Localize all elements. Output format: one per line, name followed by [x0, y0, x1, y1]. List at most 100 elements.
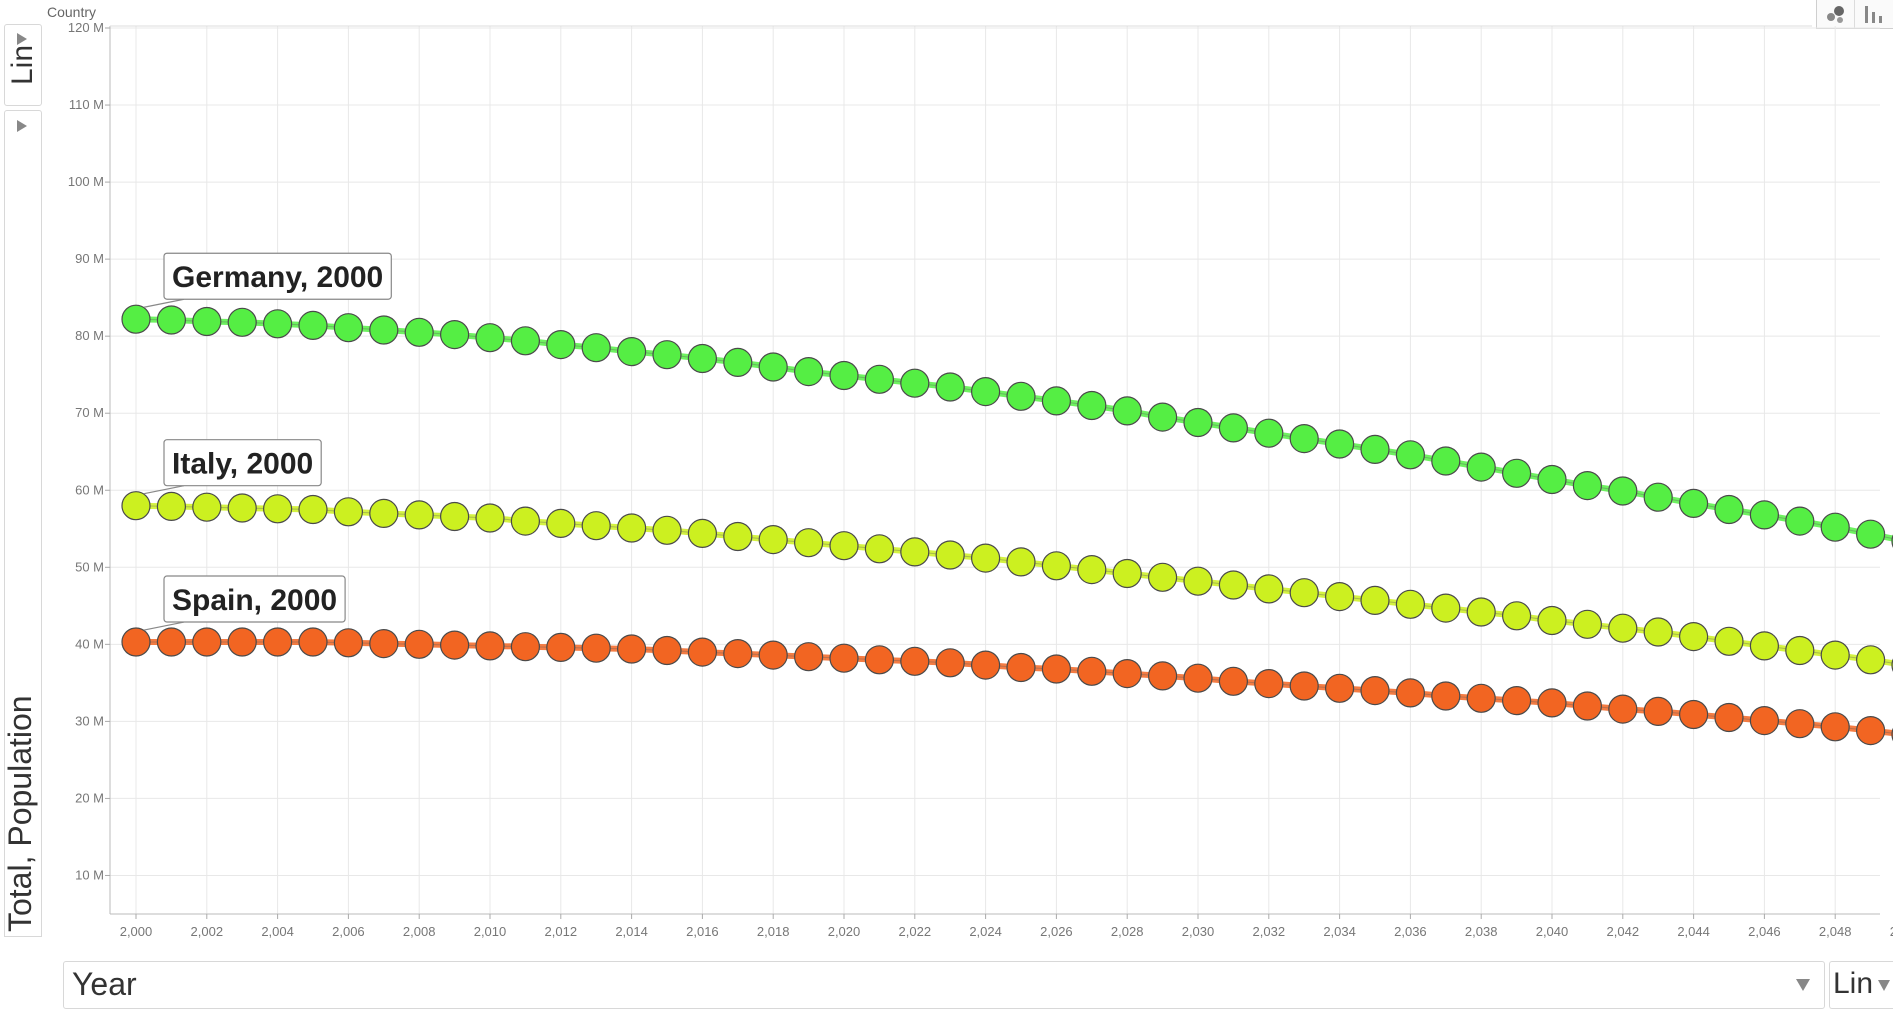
bubble-spain-2020[interactable] — [829, 643, 859, 673]
bubble-spain-2037[interactable] — [1431, 681, 1461, 711]
bubble-italy-2024[interactable] — [970, 543, 1001, 573]
bubble-germany-2003[interactable] — [227, 307, 257, 337]
bubble-spain-2024[interactable] — [970, 650, 1001, 680]
bubble-italy-2022[interactable] — [900, 537, 930, 567]
bubble-germany-2011[interactable] — [510, 326, 541, 356]
bubble-italy-2038[interactable] — [1466, 597, 1496, 627]
bar-view-button[interactable] — [1855, 0, 1892, 28]
bubble-italy-2018[interactable] — [758, 524, 788, 555]
bubble-spain-2048[interactable] — [1820, 712, 1850, 742]
y-scale-selector[interactable]: Lin — [4, 24, 42, 106]
bubble-spain-2026[interactable] — [1041, 654, 1072, 684]
bubble-spain-2039[interactable] — [1501, 685, 1532, 716]
bubble-spain-2007[interactable] — [369, 628, 399, 659]
bubble-italy-2036[interactable] — [1395, 589, 1426, 619]
bubble-germany-2029[interactable] — [1147, 402, 1178, 432]
bubble-spain-2004[interactable] — [263, 627, 293, 657]
bubble-germany-2022[interactable] — [900, 368, 930, 398]
bubble-germany-2047[interactable] — [1785, 506, 1815, 536]
bubble-germany-2013[interactable] — [581, 333, 611, 363]
bubble-germany-2004[interactable] — [263, 309, 293, 339]
bubble-italy-2027[interactable] — [1077, 554, 1107, 585]
bubble-germany-2046[interactable] — [1749, 500, 1780, 530]
bubble-italy-2015[interactable] — [652, 515, 682, 545]
bubble-italy-2012[interactable] — [546, 508, 576, 539]
bubble-spain-2032[interactable] — [1254, 668, 1284, 699]
bubble-italy-2049[interactable] — [1855, 645, 1886, 675]
bubble-italy-2003[interactable] — [227, 493, 257, 523]
bubble-italy-2042[interactable] — [1608, 613, 1638, 643]
bubble-italy-2048[interactable] — [1820, 640, 1850, 670]
bubble-italy-2044[interactable] — [1678, 621, 1709, 652]
bubble-italy-2008[interactable] — [404, 500, 434, 530]
bubble-germany-2045[interactable] — [1714, 494, 1744, 525]
bubble-spain-2010[interactable] — [475, 631, 505, 661]
bubble-spain-2000[interactable] — [121, 627, 151, 657]
bubble-germany-2048[interactable] — [1820, 512, 1850, 542]
bubble-spain-2027[interactable] — [1077, 656, 1107, 686]
bubble-spain-2042[interactable] — [1608, 694, 1638, 724]
bubble-spain-2008[interactable] — [404, 629, 434, 659]
bubble-germany-2015[interactable] — [652, 340, 682, 370]
bubble-germany-2017[interactable] — [723, 347, 753, 377]
bubble-spain-2041[interactable] — [1572, 691, 1603, 721]
bubble-italy-2001[interactable] — [156, 491, 186, 521]
bubble-germany-2012[interactable] — [546, 330, 576, 360]
bubble-spain-2030[interactable] — [1183, 663, 1213, 693]
annotation-italy[interactable]: Italy, 2000 — [143, 439, 322, 495]
bubble-italy-2016[interactable] — [687, 518, 718, 549]
bubble-germany-2027[interactable] — [1077, 390, 1107, 421]
bubble-germany-2009[interactable] — [440, 320, 470, 350]
bubble-germany-2023[interactable] — [935, 372, 965, 402]
bubble-spain-2046[interactable] — [1749, 705, 1780, 736]
bubble-germany-2041[interactable] — [1572, 471, 1603, 501]
bubble-germany-2039[interactable] — [1501, 458, 1532, 488]
bubble-spain-2014[interactable] — [616, 634, 647, 664]
bubble-germany-2000[interactable] — [121, 304, 151, 334]
bubble-spain-2003[interactable] — [227, 627, 257, 657]
bubble-germany-2031[interactable] — [1218, 413, 1249, 443]
bubble-spain-2033[interactable] — [1289, 671, 1319, 701]
y-indicator-expand-button[interactable] — [4, 110, 42, 141]
bubble-spain-2028[interactable] — [1112, 658, 1142, 689]
bubble-spain-2013[interactable] — [581, 633, 611, 663]
bubble-germany-2042[interactable] — [1608, 476, 1638, 506]
bubble-italy-2043[interactable] — [1643, 617, 1673, 647]
bubble-italy-2020[interactable] — [829, 531, 859, 561]
bubble-germany-2037[interactable] — [1431, 446, 1461, 476]
bubble-germany-2035[interactable] — [1360, 434, 1390, 464]
bubble-spain-2021[interactable] — [864, 645, 895, 675]
bubble-spain-2034[interactable] — [1324, 673, 1355, 703]
bubble-italy-2040[interactable] — [1537, 605, 1567, 636]
bubble-italy-2034[interactable] — [1324, 581, 1355, 612]
bubble-germany-2028[interactable] — [1112, 396, 1142, 426]
bubble-spain-2002[interactable] — [192, 627, 222, 657]
bubble-italy-2000[interactable] — [121, 491, 151, 521]
bubble-spain-2031[interactable] — [1218, 666, 1249, 696]
bubble-germany-2024[interactable] — [970, 377, 1001, 407]
bubble-germany-2034[interactable] — [1324, 429, 1355, 459]
bubble-italy-2014[interactable] — [616, 513, 647, 543]
bubble-italy-2030[interactable] — [1183, 566, 1213, 596]
bubble-germany-2026[interactable] — [1041, 386, 1072, 416]
bubble-spain-2045[interactable] — [1714, 702, 1744, 733]
bubble-spain-2025[interactable] — [1006, 652, 1036, 683]
bubble-italy-2017[interactable] — [723, 521, 753, 552]
bubble-germany-2005[interactable] — [298, 310, 328, 340]
bubble-spain-2040[interactable] — [1537, 688, 1567, 718]
bubble-germany-2018[interactable] — [758, 352, 788, 382]
bubble-spain-2036[interactable] — [1395, 678, 1426, 708]
bubble-italy-2011[interactable] — [510, 506, 541, 536]
bubble-italy-2039[interactable] — [1501, 601, 1532, 631]
bubble-germany-2020[interactable] — [829, 360, 859, 391]
bubble-germany-2030[interactable] — [1183, 407, 1213, 438]
bubble-italy-2046[interactable] — [1749, 631, 1780, 661]
bubble-spain-2043[interactable] — [1643, 696, 1673, 727]
bubble-spain-2011[interactable] — [510, 632, 541, 662]
annotation-spain[interactable]: Spain, 2000 — [143, 575, 346, 631]
bubble-germany-2044[interactable] — [1678, 488, 1709, 518]
bubble-spain-2018[interactable] — [758, 640, 788, 670]
bubble-italy-2002[interactable] — [192, 492, 222, 522]
bubble-spain-2006[interactable] — [333, 628, 363, 658]
bubble-italy-2029[interactable] — [1147, 562, 1178, 592]
